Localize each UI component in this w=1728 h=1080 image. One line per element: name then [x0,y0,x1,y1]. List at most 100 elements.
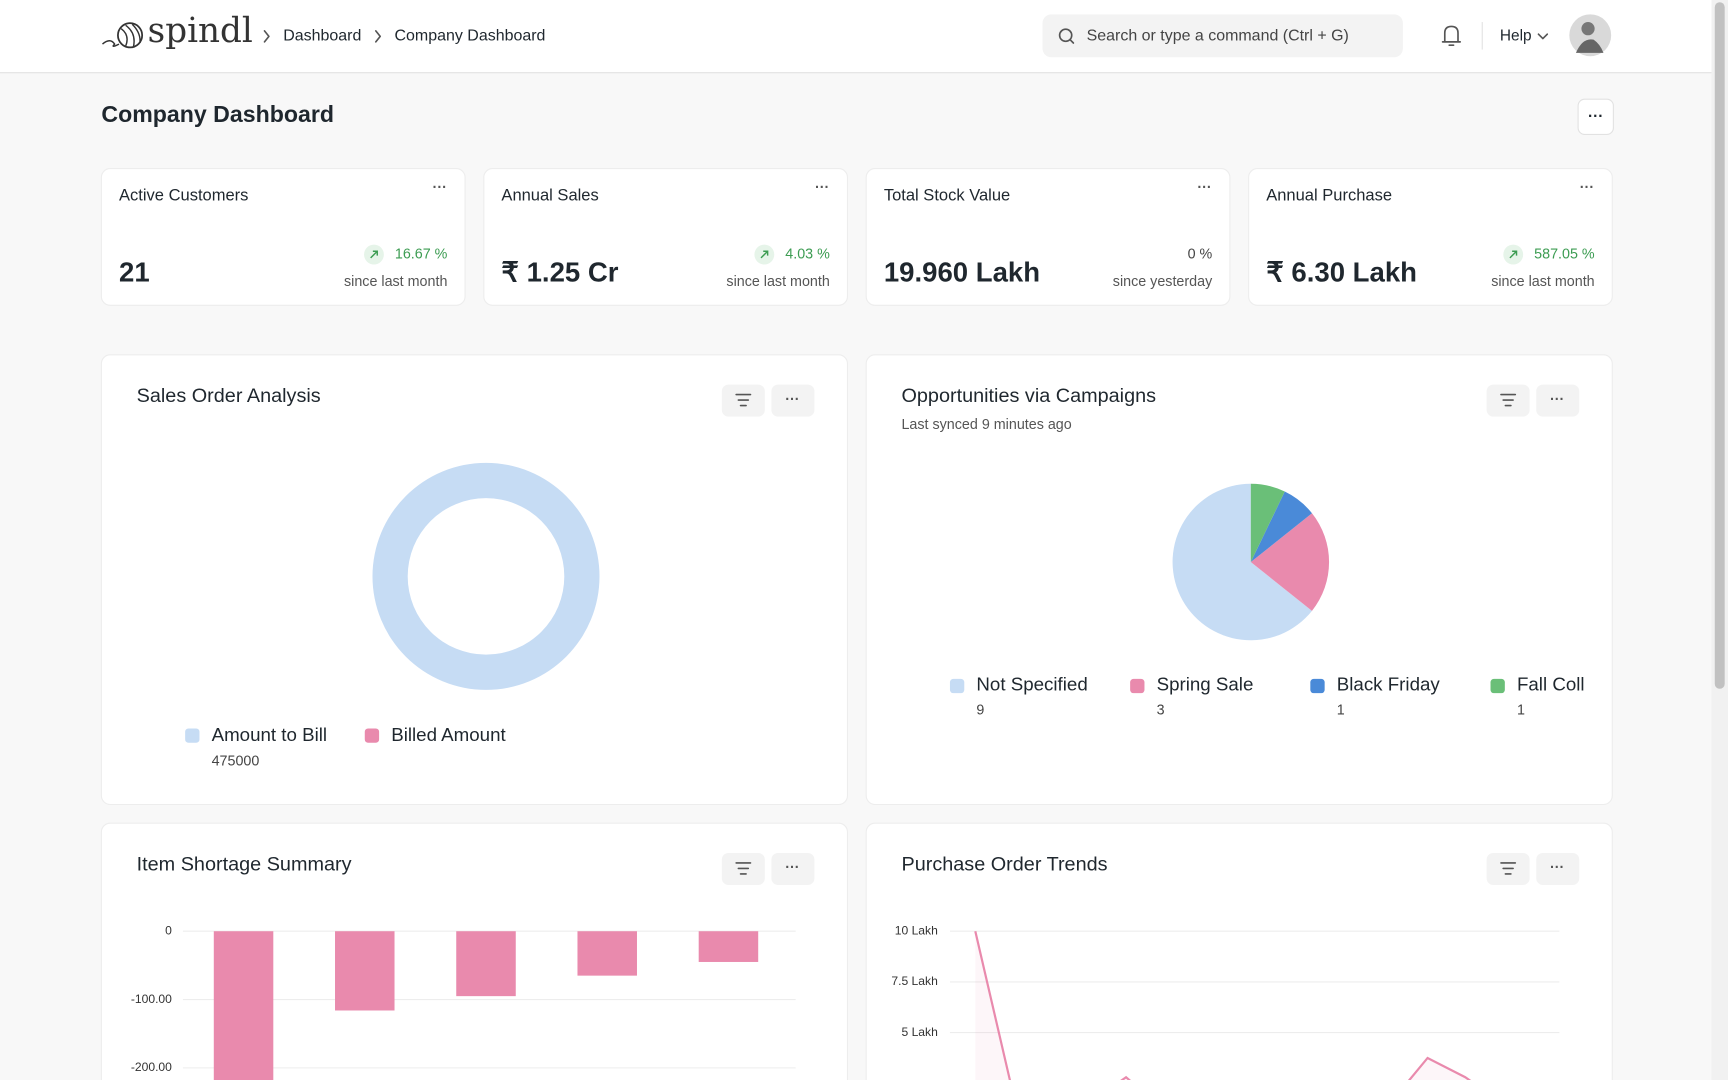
breadcrumb-chevron [263,30,270,43]
legend-value: 9 [976,703,984,719]
filter-icon [1500,862,1517,875]
chart-title: Purchase Order Trends [901,853,1107,875]
legend-value: 1 [1337,703,1345,719]
help-menu[interactable]: Help [1500,27,1532,44]
card-period: since last month [726,274,829,290]
breadcrumb-chevron [374,30,382,43]
card-value: 21 [119,257,150,288]
card-title: Annual Purchase [1266,186,1392,205]
legend-swatch [185,728,200,743]
y-tick-label: -200.00 [131,1060,172,1074]
card-title: Total Stock Value [884,186,1010,205]
legend-label: Black Friday [1337,673,1441,694]
legend-label: Not Specified [976,673,1087,694]
number-card [483,168,849,306]
filter-icon [1500,393,1517,407]
card-title: Annual Sales [501,186,598,205]
menu-button[interactable] [771,852,815,885]
pie-slice [1172,483,1312,641]
number-card [100,168,466,306]
menu-dots: ··· [1550,392,1564,408]
page-menu-dots: ··· [1588,108,1603,125]
y-tick-label: 5 Lakh [901,1025,937,1039]
y-tick-label: -100.00 [131,992,172,1006]
legend-value: 475000 [212,753,260,769]
card-value: ₹ 1.25 Cr [501,257,618,288]
filter-icon [735,862,752,875]
menu-button[interactable] [1536,852,1580,885]
filter-icon [735,393,752,407]
y-tick-label: 10 Lakh [895,923,938,937]
notifications[interactable] [1441,25,1462,47]
chart-title: Item Shortage Summary [137,853,352,875]
menu-dots: ··· [1550,860,1564,876]
card-change: 16.67 % [395,246,448,262]
pie-slice [1250,513,1330,611]
legend-swatch [949,678,965,694]
menu-dots: ··· [785,392,799,408]
logo[interactable]: spindl [148,11,253,51]
scrollbar-thumb[interactable] [1714,2,1725,689]
trend-arrow [370,250,378,259]
page-title: Company Dashboard [101,101,334,127]
bar [456,931,516,997]
menu-button[interactable] [771,384,815,417]
menu-dots: ··· [785,860,799,876]
legend-label: Amount to Bill [212,724,327,745]
line [974,930,1472,1080]
menu-dots: ··· [815,180,829,196]
trend-arrow [760,250,769,259]
trend-arrow [1509,250,1518,259]
breadcrumb[interactable]: Company Dashboard [395,28,546,45]
menu-button[interactable] [1536,384,1580,417]
bar [213,931,274,1080]
menu-dots: ··· [433,180,447,196]
legend-label: Fall Coll [1517,673,1585,694]
chart-title: Sales Order Analysis [137,385,321,407]
chart-subtitle: Last synced 9 minutes ago [901,417,1071,433]
pie-slice [1250,491,1312,563]
card-change: 0 % [1188,246,1213,262]
donut-segment [372,462,600,690]
legend-label: Spring Sale [1157,673,1254,694]
legend-swatch [1490,678,1505,694]
chart-title: Opportunities via Campaigns [901,385,1156,407]
card-period: since last month [1491,274,1594,290]
legend-swatch [364,728,380,743]
chart-card [100,354,849,806]
bar [577,931,637,976]
navbar [0,0,1728,73]
card-title: Active Customers [119,186,248,205]
card-change: 587.05 % [1534,246,1595,262]
legend-swatch [1130,678,1145,694]
menu-dots: ··· [1580,180,1594,196]
page-menu-button[interactable] [1577,98,1614,135]
help-chevron [1537,33,1549,40]
legend-label: Billed Amount [391,724,506,745]
legend-value: 1 [1517,703,1525,719]
y-tick-label: 0 [165,923,172,937]
search-icon [1058,28,1075,44]
pie-legend: Not Specified 9 Spring Sale 3 Black Friday 1 F… [949,673,1585,719]
search-placeholder[interactable]: Search or type a command (Ctrl + G) [1087,28,1349,45]
chart-card [865,822,1613,1080]
menu-dots: ··· [1197,180,1211,196]
number-card [865,168,1231,306]
card-value: 19.960 Lakh [884,257,1040,288]
y-tick-label: 7.5 Lakh [891,974,937,988]
legend-swatch [1310,678,1325,694]
bar [698,931,759,962]
card-period: since last month [344,274,447,290]
pie-slice [1250,483,1285,563]
card-change: 4.03 % [785,246,830,262]
search-box[interactable] [1042,14,1403,58]
bar [335,931,395,1011]
avatar[interactable] [1569,14,1612,57]
number-card [1248,168,1613,306]
logo-icon [102,22,144,49]
card-value: ₹ 6.30 Lakh [1266,257,1417,288]
breadcrumb[interactable]: Dashboard [283,28,361,45]
legend-value: 3 [1157,703,1165,719]
